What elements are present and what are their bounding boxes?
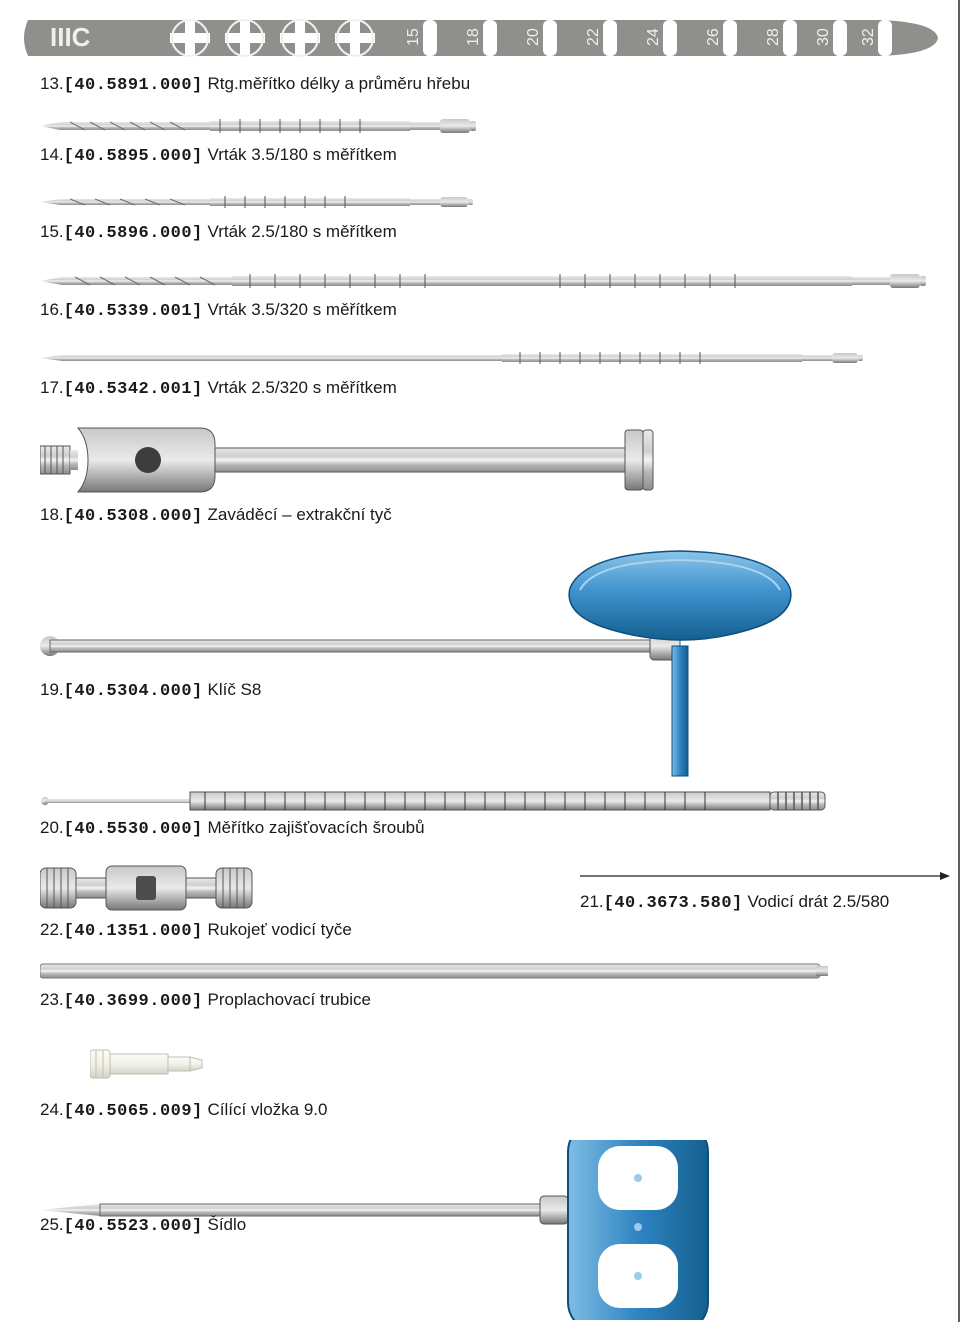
- screw-length-gauge: [40, 788, 830, 814]
- drill-3.5-320: [40, 270, 930, 292]
- caption-15: 15.[40.5896.000] Vrták 2.5/180 s měřítke…: [40, 222, 397, 243]
- item-code: [40.3673.580]: [604, 894, 743, 913]
- item-code: [40.5895.000]: [64, 147, 203, 166]
- caption-14: 14.[40.5895.000] Vrták 3.5/180 s měřítke…: [40, 145, 397, 166]
- item-number: 22.: [40, 920, 64, 939]
- item-number: 14.: [40, 145, 64, 164]
- svg-text:32: 32: [860, 28, 877, 46]
- item-desc: Vrták 3.5/180 s měřítkem: [203, 145, 397, 164]
- caption-24: 24.[40.5065.009] Cílící vložka 9.0: [40, 1100, 327, 1121]
- item-number: 16.: [40, 300, 64, 319]
- item-number: 21.: [580, 892, 604, 911]
- caption-13: 13.[40.5891.000] Rtg.měřítko délky a prů…: [40, 74, 470, 95]
- caption-25: 25.[40.5523.000] Šídlo: [40, 1215, 246, 1236]
- item-desc: Zaváděcí – extrakční tyč: [203, 505, 392, 524]
- insertion-extraction-rod: [40, 420, 670, 500]
- ruler-gauge: IIIC 15 18 20 22 24 26 28 30 32: [20, 6, 940, 70]
- guide-rod-handle: [40, 860, 280, 916]
- drill-3.5-180: [40, 115, 480, 137]
- item-code: [40.5065.009]: [64, 1102, 203, 1121]
- item-desc: Vrták 2.5/320 s měřítkem: [203, 378, 397, 397]
- guide-wire: [580, 870, 950, 882]
- item-code: [40.5530.000]: [64, 820, 203, 839]
- item-desc: Vodicí drát 2.5/580: [743, 892, 890, 911]
- item-desc: Rukojeť vodicí tyče: [203, 920, 352, 939]
- item-desc: Měřítko zajišťovacích šroubů: [203, 818, 425, 837]
- item-number: 18.: [40, 505, 64, 524]
- targeting-insert: [90, 1040, 210, 1088]
- svg-text:22: 22: [585, 28, 602, 46]
- item-desc: Cílící vložka 9.0: [203, 1100, 328, 1119]
- item-code: [40.5896.000]: [64, 224, 203, 243]
- svg-text:18: 18: [465, 28, 482, 46]
- item-code: [40.3699.000]: [64, 992, 203, 1011]
- drill-2.5-320: [40, 348, 870, 368]
- item-code: [40.5304.000]: [64, 682, 203, 701]
- caption-23: 23.[40.3699.000] Proplachovací trubice: [40, 990, 371, 1011]
- item-desc: Vrták 3.5/320 s měřítkem: [203, 300, 397, 319]
- drill-2.5-180: [40, 192, 480, 212]
- item-number: 19.: [40, 680, 64, 699]
- item-desc: Proplachovací trubice: [203, 990, 371, 1009]
- caption-20: 20.[40.5530.000] Měřítko zajišťovacích š…: [40, 818, 425, 839]
- caption-16: 16.[40.5339.001] Vrták 3.5/320 s měřítke…: [40, 300, 397, 321]
- item-code: [40.5342.001]: [64, 380, 203, 399]
- item-number: 15.: [40, 222, 64, 241]
- svg-text:24: 24: [645, 28, 662, 46]
- item-desc: Vrták 2.5/180 s měřítkem: [203, 222, 397, 241]
- caption-17: 17.[40.5342.001] Vrták 2.5/320 s měřítke…: [40, 378, 397, 399]
- item-desc: Klíč S8: [203, 680, 262, 699]
- item-number: 13.: [40, 74, 64, 93]
- svg-text:15: 15: [405, 28, 422, 46]
- item-number: 17.: [40, 378, 64, 397]
- key-s8: [40, 548, 800, 788]
- caption-22: 22.[40.1351.000] Rukojeť vodicí tyče: [40, 920, 352, 941]
- item-code: [40.5523.000]: [64, 1217, 203, 1236]
- item-number: 24.: [40, 1100, 64, 1119]
- irrigation-tube: [40, 960, 830, 982]
- item-code: [40.1351.000]: [64, 922, 203, 941]
- item-code: [40.5308.000]: [64, 507, 203, 526]
- svg-text:30: 30: [815, 28, 832, 46]
- item-desc: Rtg.měřítko délky a průměru hřebu: [203, 74, 470, 93]
- item-desc: Šídlo: [203, 1215, 246, 1234]
- caption-18: 18.[40.5308.000] Zaváděcí – extrakční ty…: [40, 505, 392, 526]
- caption-21: 21.[40.3673.580] Vodicí drát 2.5/580: [580, 892, 889, 913]
- item-number: 20.: [40, 818, 64, 837]
- svg-text:28: 28: [765, 28, 782, 46]
- item-code: [40.5891.000]: [64, 76, 203, 95]
- ruler-left-marks: IIIC: [50, 22, 91, 52]
- item-code: [40.5339.001]: [64, 302, 203, 321]
- item-number: 25.: [40, 1215, 64, 1234]
- svg-text:26: 26: [705, 28, 722, 46]
- item-number: 23.: [40, 990, 64, 1009]
- svg-text:20: 20: [525, 28, 542, 46]
- caption-19: 19.[40.5304.000] Klíč S8: [40, 680, 261, 701]
- awl-handle: [568, 1140, 708, 1320]
- catalog-page: IIIC 15 18 20 22 24 26 28 30 32 13.[40.5…: [0, 0, 960, 1322]
